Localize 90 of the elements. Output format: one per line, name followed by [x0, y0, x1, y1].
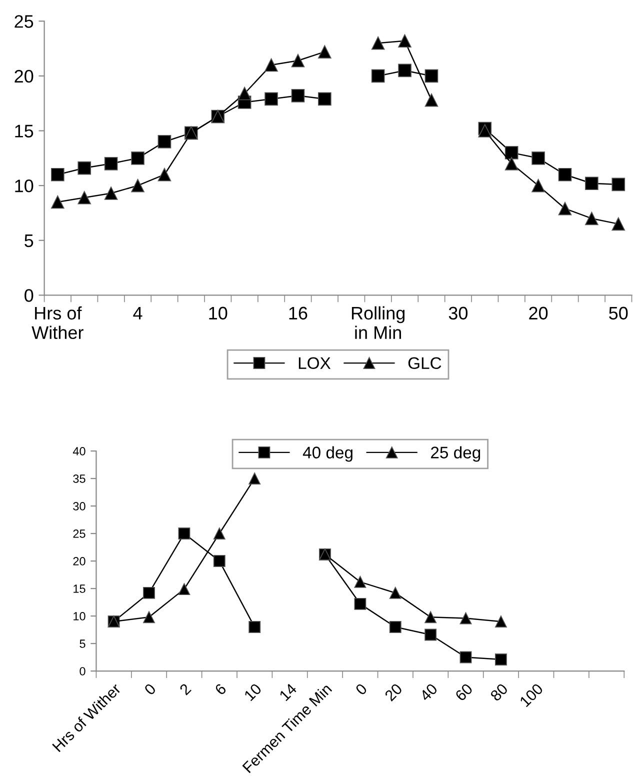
x-tick-label: 40: [419, 682, 438, 702]
point: [50, 168, 64, 182]
point: [424, 611, 437, 624]
y-tick-label: 10: [74, 612, 86, 620]
point: [78, 161, 92, 175]
x-tick-label: 60: [454, 682, 474, 702]
y-tick-label: 15: [74, 584, 86, 593]
x-tick-label: 4: [133, 306, 142, 320]
point: [504, 156, 518, 170]
point: [389, 586, 402, 599]
point: [371, 69, 385, 83]
point: [178, 528, 190, 540]
point: [131, 151, 144, 165]
x-tick-label: 20: [529, 306, 548, 320]
y-tick-label: 10: [15, 180, 34, 192]
point: [460, 651, 472, 664]
point: [143, 586, 155, 599]
point: [264, 58, 278, 72]
x-tick-label: 10: [244, 682, 262, 702]
point: [504, 146, 518, 160]
y-tick-label: 35: [73, 474, 86, 483]
point: [213, 555, 226, 567]
y-tick-label: 0: [80, 667, 86, 676]
x-tick-label: 14: [278, 682, 298, 702]
point: [78, 190, 92, 204]
x-tick-label: 16: [289, 306, 308, 320]
point: [238, 86, 252, 100]
point: [612, 178, 626, 192]
point: [50, 195, 64, 209]
point: [291, 89, 305, 102]
point: [158, 135, 172, 148]
legend-label: GLC: [408, 357, 442, 370]
point: [585, 176, 598, 190]
point: [424, 69, 438, 83]
legend-label: 25 deg: [431, 446, 480, 462]
x-tick-label: 80: [490, 682, 508, 702]
x-tick-label: 0: [144, 682, 157, 696]
point: [354, 598, 366, 610]
x-tick-label: 20: [384, 682, 403, 702]
x-tick-label: 6: [214, 682, 227, 696]
legend-label: 40 deg: [302, 446, 352, 462]
x-tick-label: 2: [179, 682, 192, 696]
point: [558, 202, 572, 216]
point: [532, 151, 545, 165]
point: [264, 92, 278, 106]
point: [248, 472, 261, 484]
point: [318, 92, 332, 106]
point: [131, 178, 144, 192]
point: [143, 611, 155, 624]
x-tick-label: Rolling in Min: [352, 306, 405, 339]
x-tick-label: 0: [354, 682, 368, 696]
point: [104, 186, 118, 200]
point: [398, 64, 412, 78]
x-tick-label: 30: [448, 306, 468, 320]
point: [532, 178, 545, 192]
point: [213, 528, 226, 540]
x-tick-label: 50: [609, 306, 628, 320]
point: [494, 616, 507, 628]
point: [424, 93, 438, 107]
y-tick-label: 40: [72, 447, 86, 456]
legend-label: LOX: [298, 357, 331, 370]
point: [389, 621, 402, 633]
point: [318, 45, 332, 59]
y-tick-label: 25: [73, 530, 86, 538]
x-tick-label: Hrs of Wither: [32, 306, 84, 340]
x-tick-label: 10: [209, 306, 228, 320]
point: [178, 583, 190, 596]
point: [398, 34, 412, 48]
point: [158, 168, 172, 182]
y-tick-label: 5: [24, 234, 34, 248]
point: [291, 54, 305, 68]
point: [104, 156, 118, 170]
point: [248, 621, 261, 633]
point: [424, 628, 437, 641]
x-tick-label: 100: [519, 682, 544, 708]
point: [494, 654, 507, 666]
y-tick-label: 25: [14, 15, 34, 28]
point: [478, 124, 492, 138]
y-tick-label: 15: [15, 124, 34, 138]
point: [354, 576, 366, 588]
point: [585, 212, 598, 226]
point: [371, 36, 385, 50]
y-tick-label: 0: [24, 289, 34, 302]
y-tick-label: 20: [73, 557, 86, 566]
point: [460, 612, 472, 624]
y-tick-label: 30: [73, 502, 86, 510]
y-tick-label: 5: [80, 640, 86, 648]
y-tick-label: 20: [14, 70, 34, 83]
point: [612, 217, 626, 231]
point: [558, 168, 572, 182]
